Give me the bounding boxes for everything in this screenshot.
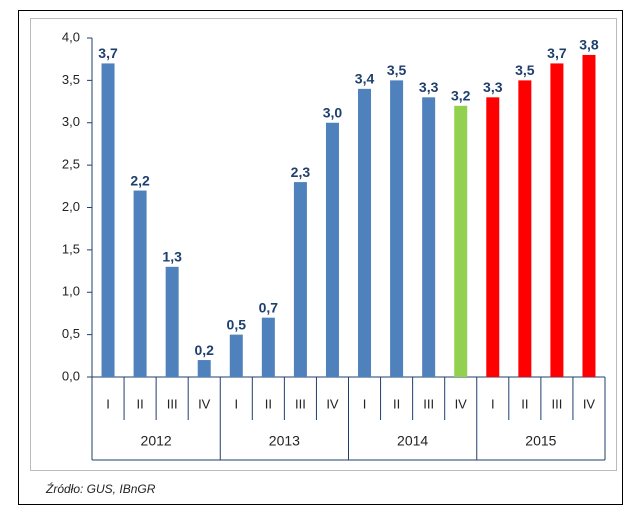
group-label: 2014 <box>397 433 428 449</box>
value-label: 3,3 <box>483 79 503 95</box>
x-tick-label: I <box>106 396 110 411</box>
bar <box>518 80 532 377</box>
value-label: 0,5 <box>227 316 247 332</box>
value-label: 3,7 <box>547 45 567 61</box>
bar <box>454 105 468 378</box>
group-label: 2013 <box>269 433 300 449</box>
bar <box>229 334 243 377</box>
x-tick-label: IV <box>583 396 596 411</box>
x-tick-label: IV <box>198 396 211 411</box>
bar <box>422 97 436 377</box>
value-label: 1,3 <box>162 249 182 265</box>
frame <box>18 10 623 505</box>
bar <box>133 190 147 377</box>
y-tick-label: 1,5 <box>62 241 80 256</box>
value-label: 3,4 <box>355 71 375 87</box>
value-label: 2,3 <box>291 164 311 180</box>
x-tick-label: II <box>393 396 400 411</box>
x-tick-label: III <box>551 396 562 411</box>
bar <box>358 88 372 377</box>
x-tick-label: III <box>295 396 306 411</box>
value-label: 3,3 <box>419 79 439 95</box>
group-label: 2012 <box>141 433 172 449</box>
x-tick-label: I <box>491 396 495 411</box>
plot-frame <box>30 18 617 471</box>
bar <box>165 266 179 377</box>
x-tick-label: II <box>521 396 528 411</box>
y-tick-label: 2,0 <box>62 199 80 214</box>
bar <box>197 360 211 377</box>
bar <box>582 54 596 377</box>
y-tick-label: 3,5 <box>62 72 80 87</box>
y-tick-label: 2,5 <box>62 157 80 172</box>
y-tick-label: 1,0 <box>62 284 80 299</box>
bar <box>101 63 115 378</box>
source: Źródło: GUS, IBnGR <box>45 481 156 496</box>
x-tick-label: II <box>265 396 272 411</box>
value-label: 3,5 <box>387 62 407 78</box>
value-label: 0,2 <box>194 342 214 358</box>
bar <box>550 63 564 378</box>
x-tick-label: III <box>167 396 178 411</box>
x-tick-label: III <box>423 396 434 411</box>
value-label: 3,7 <box>98 45 118 61</box>
y-tick-label: 0,0 <box>62 368 80 383</box>
bar <box>293 182 307 377</box>
value-label: 3,8 <box>579 37 599 53</box>
x-tick-label: IV <box>326 396 339 411</box>
x-tick-label: II <box>136 396 143 411</box>
value-label: 3,0 <box>323 104 343 120</box>
x-tick-label: IV <box>455 396 468 411</box>
y-tick-label: 3,0 <box>62 114 80 129</box>
value-label: 3,2 <box>451 88 471 104</box>
value-label: 2,2 <box>130 172 150 188</box>
bar <box>390 80 404 377</box>
bar <box>325 122 339 377</box>
bar <box>261 317 275 377</box>
bar <box>486 97 500 377</box>
x-tick-label: I <box>363 396 367 411</box>
x-tick-label: I <box>234 396 238 411</box>
value-label: 0,7 <box>259 299 279 315</box>
group-label: 2015 <box>525 433 556 449</box>
value-label: 3,5 <box>515 62 535 78</box>
y-tick-label: 4,0 <box>62 29 80 44</box>
y-tick-label: 0,5 <box>62 326 80 341</box>
